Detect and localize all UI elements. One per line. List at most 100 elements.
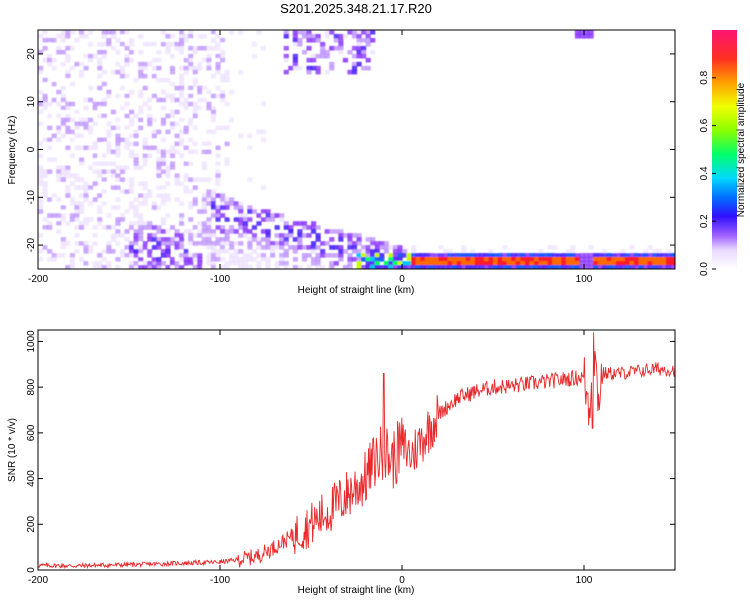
heatmap-cell — [206, 261, 212, 266]
heatmap-cell — [260, 217, 267, 222]
heatmap-cell — [220, 213, 226, 218]
y-tick-label: 800 — [26, 378, 37, 395]
heatmap-cell — [306, 33, 312, 39]
heatmap-cell — [65, 129, 71, 135]
heatmap-cell — [165, 229, 171, 234]
snr-x-ticks: -200 -100 0 100 — [28, 330, 593, 586]
heatmap-cell — [188, 177, 194, 182]
heatmap-cell — [292, 265, 298, 269]
heatmap-cell — [438, 249, 444, 254]
heatmap-cell — [201, 225, 207, 230]
heatmap-cell — [47, 213, 53, 218]
heatmap-cell — [129, 197, 135, 202]
heatmap-cell — [292, 65, 298, 71]
heatmap-cell — [265, 261, 271, 266]
heatmap-cell — [210, 253, 217, 258]
heatmap-cell — [51, 157, 57, 163]
heatmap-cell — [119, 101, 126, 107]
colorbar-tick-label: 0.6 — [699, 118, 710, 132]
heatmap-cell — [78, 225, 85, 230]
heatmap-cell — [260, 153, 267, 159]
heatmap-cell — [215, 193, 221, 198]
heatmap-cell — [201, 145, 207, 151]
heatmap-cell — [115, 61, 121, 67]
heatmap-cell — [197, 261, 203, 266]
heatmap-cell — [365, 265, 371, 269]
heatmap-cell — [442, 265, 449, 269]
heatmap-cell — [256, 113, 262, 119]
heatmap-cell — [74, 97, 80, 103]
heatmap-cell — [233, 73, 239, 79]
heatmap-cell — [129, 181, 135, 186]
heatmap-cell — [101, 257, 107, 262]
heatmap-cell — [69, 30, 75, 35]
heatmap-cell — [206, 257, 212, 262]
heatmap-cell — [374, 245, 380, 250]
heatmap-cell — [106, 37, 112, 43]
heatmap-cell — [151, 257, 157, 262]
heatmap-cell — [588, 253, 594, 258]
heatmap-cell — [106, 93, 112, 99]
heatmap-cell — [78, 145, 85, 151]
heatmap-cell — [160, 149, 166, 155]
heatmap-cell — [60, 169, 66, 174]
heatmap-cell — [129, 205, 135, 210]
heatmap-cell — [138, 65, 144, 71]
heatmap-cell — [206, 105, 212, 111]
heatmap-cell — [92, 225, 98, 230]
heatmap-cell — [56, 173, 62, 178]
heatmap-cell — [351, 249, 358, 254]
heatmap-cell — [220, 125, 226, 131]
heatmap-cell — [179, 89, 185, 95]
heatmap-cell — [56, 113, 62, 119]
heatmap-cell — [256, 129, 262, 135]
heatmap-cell — [74, 209, 80, 214]
heatmap-cell — [624, 265, 631, 269]
heatmap-cell — [101, 97, 107, 103]
heatmap-cell — [197, 109, 203, 115]
heatmap-cell — [511, 265, 517, 269]
heatmap-cell — [138, 257, 144, 262]
heatmap-cell — [78, 30, 85, 35]
heatmap-cell — [38, 33, 44, 39]
heatmap-cell — [593, 261, 599, 266]
heatmap-cell — [365, 249, 371, 254]
heatmap-cell — [165, 129, 171, 135]
heatmap-cell — [92, 153, 98, 159]
heatmap-cell — [602, 253, 608, 258]
heatmap-cell — [147, 97, 153, 103]
heatmap-cell — [260, 257, 267, 262]
heatmap-cell — [133, 209, 139, 214]
heatmap-cell — [151, 205, 157, 210]
heatmap-cell — [215, 85, 221, 91]
heatmap-cell — [65, 33, 71, 39]
heatmap-cell — [188, 237, 194, 242]
heatmap-cell — [147, 133, 153, 139]
heatmap-cell — [397, 261, 403, 266]
colorbar-tick-label: 0.0 — [699, 262, 710, 276]
heatmap-cell — [447, 265, 453, 269]
heatmap-cell — [115, 257, 121, 262]
heatmap-cell — [169, 181, 176, 186]
heatmap-cell — [342, 33, 348, 39]
heatmap-cell — [101, 69, 107, 75]
heatmap-cell — [115, 93, 121, 99]
heatmap-cell — [78, 157, 85, 163]
heatmap-cell — [311, 221, 317, 226]
heatmap-cell — [65, 221, 71, 226]
heatmap-cell — [251, 41, 257, 47]
heatmap-cell — [233, 241, 239, 246]
heatmap-cell — [256, 261, 262, 266]
heatmap-cell — [133, 141, 139, 147]
heatmap-cell — [174, 121, 180, 127]
heatmap-cell — [78, 221, 85, 226]
heatmap-cell — [188, 61, 194, 67]
heatmap-cell — [142, 201, 148, 206]
heatmap-cell — [110, 193, 116, 198]
heatmap-cell — [242, 169, 248, 174]
heatmap-cell — [156, 193, 162, 198]
heatmap-cell — [133, 245, 139, 250]
heatmap-cell — [474, 253, 480, 258]
heatmap-cell — [579, 33, 585, 39]
heatmap-cell — [124, 145, 130, 151]
